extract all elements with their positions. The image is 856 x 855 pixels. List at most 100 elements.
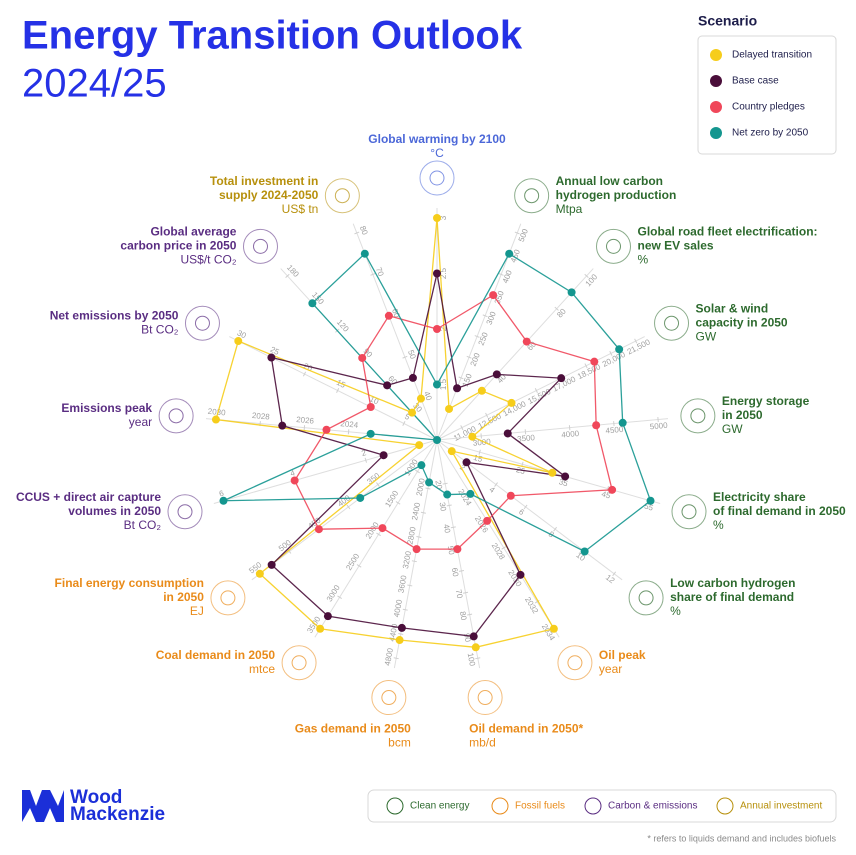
data-point [483,517,491,525]
axis-label: Global average [150,225,236,239]
data-point [568,288,576,296]
data-point [367,430,375,438]
data-point [615,345,623,353]
axis-unit: Bt CO₂ [124,518,162,532]
data-point [383,381,391,389]
axis-label: Net emissions by 2050 [50,308,179,322]
data-point [308,299,316,307]
axis-label: Oil demand in 2050* [469,722,583,736]
axis-unit: EJ [190,604,204,618]
data-point [316,625,324,633]
axis-icon [468,681,502,715]
legend-swatch [710,75,722,87]
tick-label: 180 [285,263,301,279]
tick-label: 4000 [392,598,404,618]
group-swatch [717,798,733,814]
data-point [415,441,423,449]
axis-label: Total investment in [210,174,318,188]
footnote: * refers to liquids demand and includes … [647,833,836,843]
axis-unit: US$/t CO₂ [180,253,236,267]
logo-text: Mackenzie [70,804,165,825]
data-point [234,337,242,345]
tick-label: 100 [584,272,600,288]
tick-label: 21,500 [626,337,652,356]
axis-label: Low carbon hydrogen [670,576,795,590]
tick-mark [394,658,399,659]
data-point [592,421,600,429]
data-point [463,458,471,466]
data-point [212,416,220,424]
axis-unit: °C [430,146,444,160]
tick-label: 80 [358,225,370,237]
data-point [550,625,558,633]
data-point [413,545,421,553]
axis-label: in 2050 [163,590,204,604]
chart-subtitle: 2024/25 [22,62,167,106]
group-label: Annual investment [740,801,822,812]
data-point [433,325,441,333]
data-point [380,451,388,459]
axis-unit: % [713,518,724,532]
data-point [324,612,332,620]
data-point [504,429,512,437]
data-point [647,497,655,505]
data-point [590,358,598,366]
axis-unit: mtce [249,662,275,676]
axis-icon [515,179,549,213]
axis-label: supply 2024-2050 [219,188,319,202]
axis-unit: % [638,253,649,267]
axis-label: Electricity share [713,490,806,504]
axis-unit: GW [696,329,717,343]
data-point [433,270,441,278]
axis-unit: US$ tn [282,202,319,216]
tick-mark [421,512,426,513]
data-point [453,545,461,553]
axis-label: of final demand in 2050 [713,504,846,518]
tick-label: 2400 [410,501,422,521]
axis-icon [159,399,193,433]
axis-icon [243,229,277,263]
tick-label: 70 [374,266,386,278]
axis-unit: mb/d [469,736,496,750]
tick-mark [416,537,421,538]
data-point [398,624,406,632]
axis-label: Global road fleet electrification: [638,225,818,239]
data-point [478,387,486,395]
axis-label: hydrogen production [556,188,677,202]
tick-label: 80 [458,611,469,622]
tick-label: 40 [442,523,453,534]
data-point [445,405,453,413]
tick-mark [403,609,408,610]
axis-label: Global warming by 2100 [368,132,506,146]
axis-icon [629,581,663,615]
data-point [619,419,627,427]
tick-label: 2500 [344,552,361,572]
tick-label: 20,000 [601,350,627,369]
data-point [466,490,474,498]
axis-label: Gas demand in 2050 [295,722,411,736]
data-point [409,374,417,382]
data-point [489,291,497,299]
axis-label: Emissions peak [61,401,152,415]
data-point [417,461,425,469]
data-point [433,214,441,222]
tick-label: 2000 [415,477,427,497]
logo-mark [22,790,64,822]
axis-icon [597,229,631,263]
axis-label: Coal demand in 2050 [156,648,276,662]
axis-label: Oil peak [599,648,646,662]
tick-label: 4000 [561,429,580,440]
legend-label: Country pledges [732,102,805,113]
data-point [470,632,478,640]
axis-icon [655,306,689,340]
axis-label: Solar & wind [696,301,769,315]
data-point [493,370,501,378]
data-point [505,250,513,258]
data-point [378,524,386,532]
data-point [322,426,330,434]
tick-mark [412,561,417,562]
axis-unit: GW [722,422,743,436]
data-point [361,250,369,258]
tick-label: 2026 [296,415,315,426]
axis-label: Annual low carbon [556,174,663,188]
